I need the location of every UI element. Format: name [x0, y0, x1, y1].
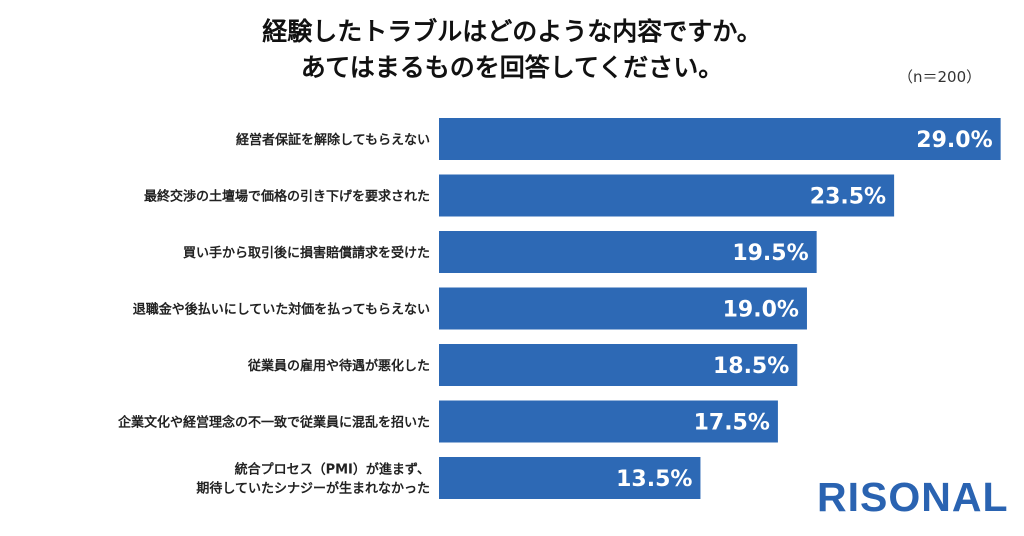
chart-title-line-2: あてはまるものを回答してください。 [300, 53, 724, 82]
bar-6 [439, 400, 778, 443]
category-label-7-line-1: 統合プロセス（PMI）が進まず、 [235, 462, 430, 478]
chart-title: 経験したトラブルはどのような内容ですか。 あてはまるものを回答してください。 [0, 14, 1024, 86]
sample-size-label: （n＝200） [898, 68, 982, 86]
category-label-7-line-2: 期待していたシナジーが生まれなかった [196, 481, 430, 497]
category-label-2: 最終交渉の土壇場で価格の引き下げを要求された [144, 189, 430, 205]
category-label-5: 従業員の雇用や待遇が悪化した [247, 358, 430, 374]
value-label-6: 17.5% [694, 411, 770, 436]
bar-7 [439, 457, 701, 499]
category-label-4: 退職金や後払いにしていた対価を払ってもらえない [133, 302, 430, 318]
bar-5 [439, 344, 798, 386]
category-label-6: 企業文化や経営理念の不一致で従業員に混乱を招いた [117, 415, 430, 431]
value-label-3: 19.5% [732, 241, 808, 266]
value-label-2: 23.5% [810, 185, 886, 210]
value-label-5: 18.5% [713, 354, 789, 379]
bar-3 [439, 231, 817, 273]
value-label-7: 13.5% [616, 467, 692, 492]
risonal-logo: RISONAL [817, 474, 1009, 520]
category-label-3: 買い手から取引後に損害賠償請求を受けた [183, 245, 430, 261]
value-label-4: 19.0% [723, 298, 799, 323]
bar-2 [439, 174, 895, 217]
value-label-1: 29.0% [916, 128, 992, 153]
category-label-1: 経営者保証を解除してもらえない [236, 132, 430, 148]
bar-1 [439, 118, 1001, 160]
chart-title-line-1: 経験したトラブルはどのような内容ですか。 [262, 17, 762, 46]
bar-4 [439, 287, 807, 330]
